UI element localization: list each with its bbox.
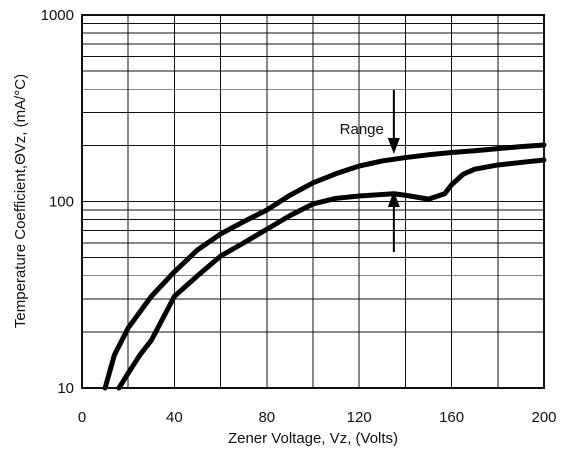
range-arrow-up-head (387, 191, 400, 207)
range-annotation-label: Range (340, 121, 384, 138)
x-tick-label: 200 (531, 409, 556, 426)
x-tick-label: 0 (78, 409, 86, 426)
x-tick-label: 120 (347, 409, 372, 426)
x-axis-title: Zener Voltage, Vz, (Volts) (228, 430, 398, 447)
x-tick-label: 160 (439, 409, 464, 426)
x-tick-label: 40 (166, 409, 183, 426)
range-arrow-down-head (387, 138, 400, 154)
series-layer (102, 142, 547, 391)
y-tick-labels: 10 100 1000 (41, 7, 74, 397)
y-axis-title: Temperature Coefficient,ΘVz, (mA/°C) (12, 74, 29, 328)
plot-frame (81, 14, 545, 389)
annotation-layer: Range (340, 90, 400, 252)
y-tick-label: 1000 (41, 7, 74, 24)
y-tick-label: 100 (49, 194, 74, 211)
y-tick-label: 10 (57, 380, 74, 397)
lower-limit-line (116, 157, 547, 391)
x-tick-labels: 0 40 80 120 160 200 (78, 409, 557, 426)
upper-limit-line (102, 142, 547, 391)
x-tick-label: 80 (258, 409, 275, 426)
